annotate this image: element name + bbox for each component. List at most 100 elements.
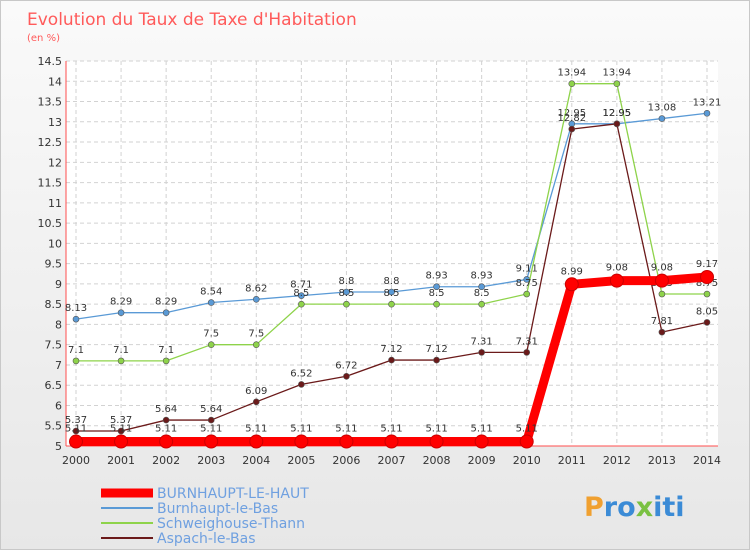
data-label: 5.37 bbox=[110, 415, 132, 426]
data-label: 5.11 bbox=[335, 424, 357, 435]
logo-letter: i bbox=[675, 492, 684, 523]
x-tick-label: 2013 bbox=[648, 454, 676, 467]
x-tick-label: 2009 bbox=[468, 454, 496, 467]
data-point bbox=[298, 381, 305, 388]
data-point bbox=[613, 80, 621, 87]
data-label: 7.5 bbox=[203, 329, 219, 340]
data-label: 5.11 bbox=[65, 424, 87, 435]
data-label: 5.11 bbox=[200, 424, 222, 435]
y-tick-label: 6 bbox=[55, 399, 62, 412]
y-tick-label: 5 bbox=[55, 440, 62, 453]
data-label: 13.21 bbox=[693, 97, 722, 108]
series-schweighouse-thann: 7.1 7.1 7.1 7.5 7.5 8.5 8.5 8.5 8.5 8.5 8.75 13.94 1… bbox=[68, 68, 718, 365]
data-label: 8.13 bbox=[65, 303, 87, 314]
y-tick-label: 6.5 bbox=[45, 379, 63, 392]
legend-label: BURNHAUPT-LE-HAUT bbox=[157, 486, 309, 502]
x-tick-label: 2004 bbox=[242, 454, 270, 467]
data-label: 8.5 bbox=[338, 288, 354, 299]
data-point bbox=[117, 427, 125, 435]
chart-subtitle: (en %) bbox=[27, 33, 60, 44]
data-label: 5.11 bbox=[516, 424, 538, 435]
data-point bbox=[433, 300, 440, 308]
data-label: 8.5 bbox=[429, 288, 445, 299]
data-label: 8.54 bbox=[200, 287, 222, 298]
data-label: 12.95 bbox=[557, 108, 586, 119]
x-tick-label: 2002 bbox=[152, 454, 180, 467]
data-label: 7.31 bbox=[471, 336, 493, 347]
data-point bbox=[117, 309, 125, 316]
data-point bbox=[207, 416, 215, 424]
data-label: 12.95 bbox=[603, 108, 632, 119]
x-tick-label: 2012 bbox=[603, 454, 631, 467]
data-point bbox=[523, 349, 531, 356]
data-label: 9.08 bbox=[651, 263, 673, 274]
data-label: 13.94 bbox=[557, 68, 586, 79]
data-label: 5.64 bbox=[155, 404, 177, 415]
y-tick-label: 7 bbox=[55, 359, 62, 372]
data-label: 7.12 bbox=[380, 344, 402, 355]
data-point bbox=[72, 315, 80, 323]
data-point bbox=[609, 273, 624, 288]
data-label: 8.29 bbox=[110, 297, 132, 308]
y-tick-label: 14 bbox=[48, 75, 62, 88]
legend-label: Aspach-le-Bas bbox=[157, 531, 256, 547]
data-point bbox=[252, 341, 260, 348]
y-tick-label: 7.5 bbox=[45, 339, 63, 352]
data-point bbox=[429, 434, 444, 449]
data-label: 6.52 bbox=[290, 368, 312, 379]
data-label: 13.08 bbox=[648, 103, 677, 114]
data-point bbox=[433, 356, 440, 364]
y-tick-label: 10.5 bbox=[38, 217, 63, 230]
x-tick-label: 2008 bbox=[423, 454, 451, 467]
data-point bbox=[162, 357, 170, 365]
data-label: 7.12 bbox=[425, 344, 447, 355]
data-label: 9.17 bbox=[696, 259, 718, 270]
data-label: 8.62 bbox=[245, 283, 267, 294]
data-label: 13.94 bbox=[603, 68, 632, 79]
series-burnhaupt-le-haut: 5.11 5.11 5.11 5.11 5.11 5.11 5.11 5.11 5.11 5.11… bbox=[65, 259, 718, 449]
logo-letter: x bbox=[636, 492, 653, 523]
axes: 5 5.5 6 6.5 7 7.5 8 8.5 9 9.5 10 10.5 11 11.5 12 12.5 13… bbox=[38, 55, 722, 467]
data-point bbox=[72, 357, 80, 365]
data-label: 7.5 bbox=[248, 329, 264, 340]
data-label: 5.37 bbox=[65, 415, 87, 426]
data-point bbox=[433, 283, 440, 291]
data-point bbox=[298, 292, 305, 299]
data-point bbox=[114, 434, 129, 449]
data-label: 5.11 bbox=[245, 424, 267, 435]
data-point bbox=[474, 434, 489, 449]
data-label: 7.81 bbox=[651, 316, 673, 327]
logo-letter: r bbox=[604, 492, 618, 523]
data-point bbox=[388, 288, 395, 296]
x-tick-label: 2007 bbox=[378, 454, 406, 467]
data-label: 8.8 bbox=[338, 276, 354, 287]
data-point bbox=[384, 434, 399, 449]
data-label: 12.82 bbox=[557, 113, 586, 124]
data-point bbox=[339, 434, 354, 449]
data-point bbox=[294, 434, 309, 449]
data-label: 7.1 bbox=[68, 345, 84, 356]
data-point bbox=[613, 120, 621, 128]
data-label: 8.8 bbox=[384, 276, 400, 287]
proxiti-logo: Proxiti bbox=[584, 492, 685, 523]
x-tick-label: 2000 bbox=[62, 454, 90, 467]
data-point bbox=[703, 290, 711, 298]
data-point bbox=[204, 434, 219, 449]
data-label: 12.95 bbox=[603, 108, 632, 119]
y-tick-label: 10 bbox=[48, 237, 62, 250]
data-point bbox=[478, 300, 485, 308]
y-tick-label: 9 bbox=[55, 278, 62, 291]
data-point bbox=[343, 288, 350, 296]
data-label: 8.5 bbox=[384, 288, 400, 299]
data-point bbox=[207, 299, 215, 306]
data-label: 5.11 bbox=[155, 424, 177, 435]
data-label: 5.11 bbox=[425, 424, 447, 435]
data-label: 8.05 bbox=[696, 306, 718, 317]
data-label: 5.11 bbox=[110, 424, 132, 435]
x-tick-label: 2014 bbox=[693, 454, 721, 467]
data-label: 8.75 bbox=[516, 278, 538, 289]
data-point bbox=[252, 295, 260, 303]
data-point bbox=[69, 434, 83, 449]
